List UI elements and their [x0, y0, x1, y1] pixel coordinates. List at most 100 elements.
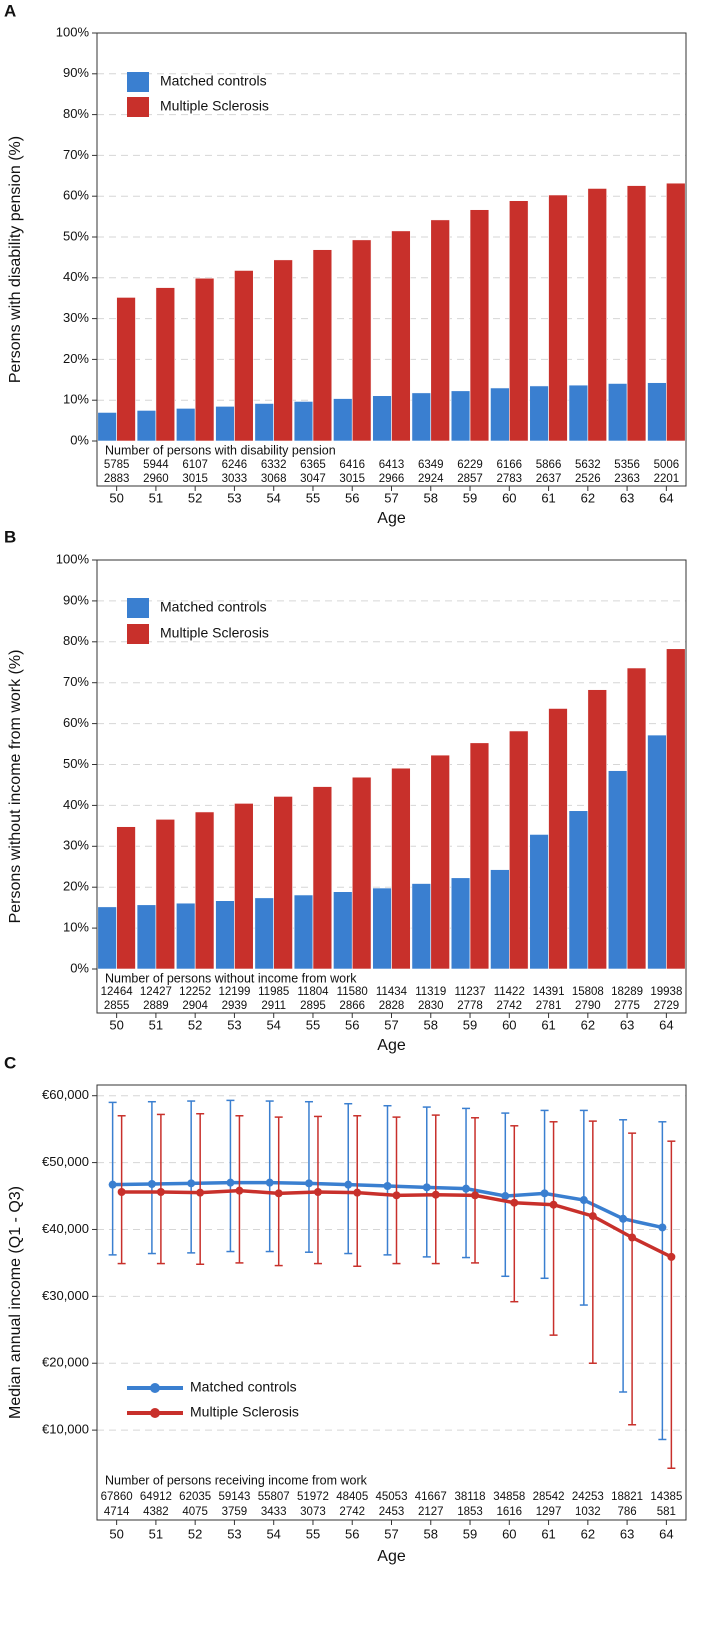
count-label: 2783: [497, 473, 523, 485]
bar: [568, 810, 589, 970]
x-tick-label: 61: [541, 490, 555, 505]
count-label: 6229: [457, 459, 483, 471]
x-tick-label: 55: [306, 490, 320, 505]
counts-title: Number of persons with disability pensio…: [105, 443, 336, 457]
x-tick-label: 50: [109, 1526, 123, 1541]
x-axis-label: Age: [377, 1037, 406, 1054]
bar: [333, 891, 353, 970]
count-label: 5356: [614, 459, 640, 471]
y-tick-label: 50%: [63, 228, 89, 243]
bar: [116, 297, 136, 442]
point: [187, 1179, 196, 1188]
y-axis-label: Persons with disability pension (%): [7, 136, 24, 383]
count-label: 51972: [297, 1491, 329, 1503]
count-label: 5632: [575, 459, 601, 471]
count-label: 28542: [533, 1491, 565, 1503]
y-tick-label: 80%: [63, 633, 89, 648]
bar: [333, 398, 353, 442]
count-label: 62035: [179, 1491, 211, 1503]
count-label: 2895: [300, 1000, 326, 1012]
bar: [647, 382, 667, 442]
bar: [372, 395, 392, 442]
count-label: 2828: [379, 1000, 405, 1012]
count-label: 2866: [339, 1000, 365, 1012]
x-tick-label: 56: [345, 1017, 359, 1032]
count-label: 3073: [300, 1506, 326, 1518]
bar: [430, 219, 450, 442]
point: [628, 1233, 637, 1242]
count-label: 12199: [218, 986, 250, 998]
bar: [450, 390, 471, 442]
bar: [176, 408, 196, 442]
count-label: 6416: [339, 459, 365, 471]
count-label: 11580: [337, 986, 368, 998]
panel-label: A: [4, 1, 16, 20]
y-tick-label: 0%: [70, 432, 89, 447]
bar: [607, 383, 628, 442]
y-tick-label: 10%: [63, 920, 89, 935]
y-tick-label: €20,000: [42, 1355, 89, 1370]
count-label: 6107: [182, 459, 208, 471]
count-label: 4714: [104, 1506, 130, 1518]
bar: [626, 667, 647, 970]
x-tick-label: 50: [109, 1017, 123, 1032]
bar: [430, 754, 450, 970]
count-label: 6365: [300, 459, 326, 471]
x-tick-label: 62: [581, 1526, 595, 1541]
bar: [411, 392, 432, 442]
y-tick-label: 20%: [63, 351, 89, 366]
count-label: 2904: [182, 1000, 208, 1012]
bar: [273, 796, 293, 970]
x-tick-label: 54: [266, 490, 280, 505]
count-label: 2790: [575, 1000, 601, 1012]
point: [344, 1180, 353, 1189]
count-label: 4075: [182, 1506, 208, 1518]
x-tick-label: 59: [463, 1017, 477, 1032]
bar: [136, 410, 157, 442]
bar: [411, 883, 432, 970]
bar: [626, 185, 647, 442]
count-label: 2729: [654, 1000, 680, 1012]
y-tick-label: 90%: [63, 65, 89, 80]
x-tick-label: 59: [463, 1526, 477, 1541]
count-label: 2742: [497, 1000, 523, 1012]
count-label: 2857: [457, 473, 483, 485]
bar: [293, 894, 314, 970]
bar: [548, 194, 568, 442]
count-label: 2775: [614, 1000, 640, 1012]
count-label: 24253: [572, 1491, 604, 1503]
point: [313, 1188, 322, 1197]
point: [156, 1188, 165, 1197]
x-tick-label: 52: [188, 1526, 202, 1541]
count-label: 14385: [650, 1491, 682, 1503]
count-label: 2637: [536, 473, 562, 485]
x-tick-label: 53: [227, 1017, 241, 1032]
x-tick-label: 51: [149, 490, 163, 505]
count-label: 2966: [379, 473, 405, 485]
count-label: 12464: [101, 986, 134, 998]
x-tick-label: 60: [502, 490, 516, 505]
y-tick-label: 100%: [56, 551, 90, 566]
bar: [529, 834, 549, 970]
point: [619, 1214, 628, 1223]
point: [383, 1181, 392, 1190]
count-label: 59143: [218, 1491, 250, 1503]
count-label: 3015: [182, 473, 208, 485]
point: [108, 1180, 117, 1189]
bar: [666, 182, 686, 442]
y-tick-label: 90%: [63, 592, 89, 607]
count-label: 2201: [654, 473, 680, 485]
panel-label: C: [4, 1053, 16, 1072]
count-label: 11237: [454, 986, 485, 998]
x-tick-label: 56: [345, 490, 359, 505]
x-tick-label: 52: [188, 1017, 202, 1032]
bar: [351, 239, 372, 442]
point: [431, 1190, 440, 1199]
point: [588, 1212, 597, 1221]
bar: [97, 906, 117, 970]
point: [147, 1179, 156, 1188]
y-tick-label: €40,000: [42, 1221, 89, 1236]
legend-label: Matched controls: [160, 73, 267, 89]
y-tick-label: 80%: [63, 106, 89, 121]
